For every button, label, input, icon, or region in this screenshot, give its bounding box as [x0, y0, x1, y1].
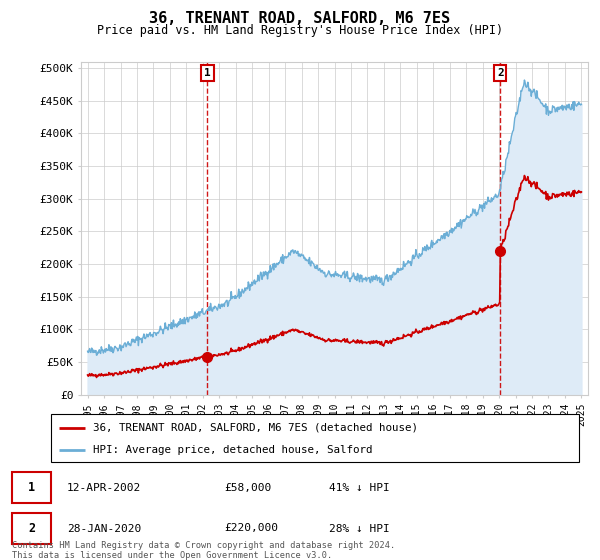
FancyBboxPatch shape	[51, 414, 579, 462]
Text: 2: 2	[28, 522, 35, 535]
Text: 36, TRENANT ROAD, SALFORD, M6 7ES (detached house): 36, TRENANT ROAD, SALFORD, M6 7ES (detac…	[93, 423, 418, 433]
Text: Price paid vs. HM Land Registry's House Price Index (HPI): Price paid vs. HM Land Registry's House …	[97, 24, 503, 36]
FancyBboxPatch shape	[12, 473, 52, 503]
FancyBboxPatch shape	[12, 513, 52, 544]
Text: 2: 2	[497, 68, 503, 78]
Text: 28-JAN-2020: 28-JAN-2020	[67, 524, 142, 534]
Text: HPI: Average price, detached house, Salford: HPI: Average price, detached house, Salf…	[93, 445, 373, 455]
Text: 28% ↓ HPI: 28% ↓ HPI	[329, 524, 390, 534]
Text: 36, TRENANT ROAD, SALFORD, M6 7ES: 36, TRENANT ROAD, SALFORD, M6 7ES	[149, 11, 451, 26]
Text: 12-APR-2002: 12-APR-2002	[67, 483, 142, 493]
Text: £220,000: £220,000	[224, 524, 278, 534]
Text: 1: 1	[28, 482, 35, 494]
Text: £58,000: £58,000	[224, 483, 272, 493]
Text: Contains HM Land Registry data © Crown copyright and database right 2024.
This d: Contains HM Land Registry data © Crown c…	[12, 540, 395, 560]
Text: 1: 1	[204, 68, 211, 78]
Text: 41% ↓ HPI: 41% ↓ HPI	[329, 483, 390, 493]
